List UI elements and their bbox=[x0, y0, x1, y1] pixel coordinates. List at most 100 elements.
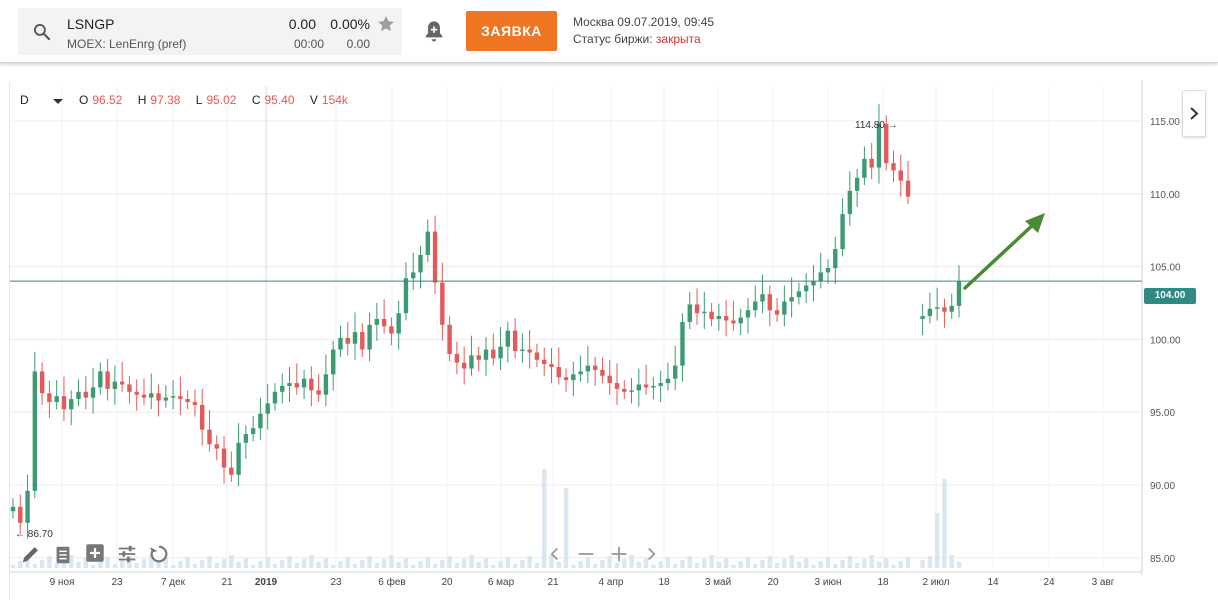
volume-bar bbox=[840, 560, 845, 568]
candle-body bbox=[163, 397, 169, 401]
volume-bar bbox=[360, 560, 365, 568]
volume-bar bbox=[309, 555, 314, 568]
candle-body bbox=[127, 384, 132, 392]
volume-bar bbox=[803, 558, 809, 568]
volume-bar bbox=[280, 560, 285, 568]
volume-bar bbox=[112, 564, 118, 568]
candle-body bbox=[396, 313, 401, 334]
candle-body bbox=[622, 388, 627, 392]
candle-body bbox=[956, 281, 962, 306]
candle-body bbox=[898, 170, 903, 181]
candle-body bbox=[578, 371, 583, 375]
volume-bar bbox=[483, 558, 489, 568]
candle-body bbox=[862, 158, 867, 178]
candle-body bbox=[687, 304, 692, 322]
volume-bar bbox=[760, 560, 765, 568]
candle-body bbox=[418, 254, 423, 273]
candle-body bbox=[745, 310, 751, 318]
candle-body bbox=[192, 401, 198, 405]
candle-body bbox=[563, 377, 569, 381]
candle-body bbox=[796, 291, 802, 298]
chevron-down-icon[interactable] bbox=[53, 99, 63, 104]
candle-body bbox=[920, 316, 925, 319]
interval-select[interactable]: D bbox=[20, 93, 68, 111]
ticker-change-absolute: 0.00 bbox=[346, 37, 370, 51]
candle-body bbox=[825, 268, 831, 273]
side-panel-toggle[interactable] bbox=[1182, 90, 1206, 137]
order-button[interactable]: ЗАЯВКА bbox=[466, 11, 557, 51]
search-icon[interactable] bbox=[32, 22, 52, 42]
candle-body bbox=[803, 285, 809, 292]
volume-bar bbox=[949, 555, 954, 568]
candle-body bbox=[352, 332, 358, 344]
volume-bar bbox=[76, 562, 81, 568]
list-icon[interactable] bbox=[52, 544, 74, 566]
undo-icon[interactable] bbox=[148, 543, 170, 565]
x-tick-label: 2 июл bbox=[922, 577, 949, 588]
volume-bar bbox=[476, 562, 481, 568]
zoom-out-icon[interactable] bbox=[575, 543, 597, 565]
volume-bar bbox=[447, 556, 452, 568]
volume-bar bbox=[374, 563, 380, 568]
x-tick-label: 7 дек bbox=[161, 577, 186, 588]
volume-bar bbox=[643, 558, 649, 568]
volume-bar bbox=[18, 561, 23, 568]
candle-body bbox=[600, 369, 605, 376]
candle-body bbox=[723, 316, 729, 321]
volume-bar bbox=[833, 564, 838, 568]
chevron-right-icon[interactable] bbox=[640, 543, 662, 565]
candle-body bbox=[891, 163, 896, 171]
volume-bar bbox=[10, 565, 16, 568]
candle-body bbox=[90, 387, 96, 398]
volume-bar bbox=[869, 555, 874, 568]
x-tick-label: 6 фев bbox=[378, 576, 405, 588]
candle-body bbox=[141, 394, 147, 398]
candle-body bbox=[949, 305, 954, 312]
close-value: 95.40 bbox=[264, 93, 295, 107]
volume-bar bbox=[265, 557, 270, 568]
volume-bar bbox=[571, 565, 576, 568]
candle-body bbox=[629, 390, 634, 392]
x-tick-label: 21 bbox=[221, 577, 233, 588]
candle-body bbox=[505, 330, 511, 347]
x-tick-label: 3 май bbox=[705, 577, 731, 588]
volume-bar bbox=[665, 557, 671, 568]
pencil-icon[interactable] bbox=[20, 543, 42, 565]
volume-bar bbox=[185, 557, 190, 568]
candle-body bbox=[673, 365, 678, 379]
volume-bar bbox=[32, 564, 38, 568]
star-icon[interactable] bbox=[376, 14, 396, 34]
volume-bar bbox=[774, 563, 780, 568]
candle-body bbox=[323, 374, 329, 395]
candle-body bbox=[716, 316, 722, 319]
chevron-right-icon[interactable] bbox=[1183, 91, 1205, 136]
candle-body bbox=[280, 385, 285, 392]
candle-body bbox=[636, 384, 642, 391]
candle-body bbox=[207, 429, 212, 445]
candle-body bbox=[658, 383, 663, 386]
candle-body bbox=[432, 231, 438, 283]
ticker-search-box[interactable]: LSNGP MOEX: LenEnrg (pref) 0.00 0.00% 00… bbox=[18, 8, 402, 55]
y-tick-label: 95.00 bbox=[1150, 408, 1175, 419]
volume-bar bbox=[884, 558, 889, 568]
top-bar: LSNGP MOEX: LenEnrg (pref) 0.00 0.00% 00… bbox=[0, 0, 1218, 63]
volume-bar bbox=[54, 563, 59, 568]
candle-body bbox=[753, 301, 758, 311]
candle-body bbox=[905, 180, 911, 197]
x-tick-label: 21 bbox=[547, 577, 559, 588]
volume-bar bbox=[170, 565, 176, 568]
volume-bar bbox=[200, 560, 205, 568]
bell-plus-icon[interactable] bbox=[423, 19, 445, 43]
zoom-in-icon[interactable] bbox=[608, 543, 630, 565]
settings-sliders-icon[interactable] bbox=[116, 543, 138, 565]
candle-body bbox=[258, 413, 263, 429]
candle-body bbox=[243, 434, 249, 443]
add-indicator-icon[interactable] bbox=[84, 542, 106, 564]
candle-body bbox=[811, 281, 816, 286]
ticker-time: 00:00 bbox=[293, 37, 324, 51]
candle-body bbox=[680, 321, 685, 366]
candle-body bbox=[25, 490, 30, 523]
chevron-left-icon[interactable] bbox=[544, 543, 566, 565]
volume-bar bbox=[119, 560, 125, 568]
